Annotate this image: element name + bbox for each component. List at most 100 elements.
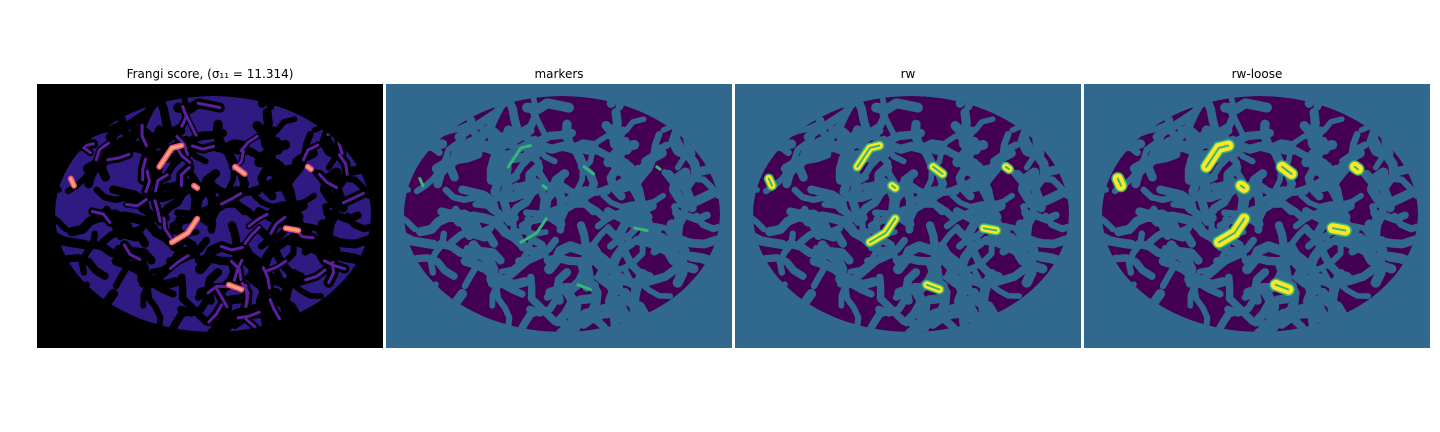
marker — [541, 184, 548, 190]
background-gap — [177, 296, 211, 317]
background-gap — [629, 141, 671, 188]
background-gap — [1327, 141, 1369, 188]
vessel-peak — [306, 165, 313, 171]
background-gap — [1125, 230, 1146, 276]
vessel-response — [196, 101, 222, 110]
background-gap — [1366, 167, 1389, 204]
background-gap — [251, 192, 318, 210]
background-gap — [842, 270, 864, 332]
marker — [418, 177, 425, 188]
background-gap — [571, 278, 602, 332]
segment-core — [1217, 217, 1246, 244]
vessel-response — [153, 199, 162, 223]
background-gap — [809, 256, 879, 290]
background-gap — [78, 230, 99, 276]
background-gap — [1150, 205, 1187, 242]
marker — [506, 144, 532, 169]
background-gap — [526, 296, 560, 317]
background-gap — [178, 273, 210, 326]
vessel-peak — [192, 184, 199, 190]
background-gap — [678, 220, 720, 249]
background-gap — [1134, 239, 1203, 265]
background-gap — [607, 238, 637, 293]
background-gap — [1242, 241, 1295, 275]
vessel-response — [185, 114, 198, 137]
background-gap — [273, 267, 325, 299]
marker — [576, 283, 592, 291]
background-gap — [593, 274, 628, 298]
background-gap — [527, 273, 559, 326]
vessel-response — [318, 172, 338, 190]
background-gap — [1220, 98, 1272, 115]
markers-image — [386, 84, 732, 348]
background-gap — [668, 126, 701, 180]
background-gap — [544, 241, 597, 275]
segment-core — [767, 177, 773, 187]
background-gap — [427, 230, 448, 276]
background-gap — [1102, 212, 1137, 250]
background-gap — [1241, 282, 1279, 301]
marker — [519, 217, 548, 244]
segment-core — [1116, 177, 1122, 187]
segment-core — [1281, 165, 1293, 175]
background-gap — [1310, 240, 1344, 275]
background-gap — [938, 241, 991, 293]
background-gap — [452, 205, 489, 242]
background-gap — [892, 282, 930, 301]
vessel-response — [243, 225, 261, 245]
background-gap — [920, 278, 951, 332]
background-gap — [493, 270, 515, 332]
vessel-response — [94, 141, 110, 162]
vessel-response — [302, 143, 320, 162]
vessel-response — [106, 152, 131, 162]
background-gap — [776, 230, 797, 276]
background-gap — [666, 203, 682, 261]
background-gap — [260, 317, 278, 332]
background-gap — [496, 162, 544, 203]
vessel-response — [232, 258, 244, 282]
vessel-peak — [157, 144, 183, 169]
background-gap — [1015, 203, 1031, 261]
background-gap — [404, 209, 418, 233]
background-gap — [1271, 141, 1325, 175]
marker — [655, 165, 662, 171]
vessel-response — [337, 153, 349, 176]
marker — [633, 226, 649, 232]
background-gap — [522, 98, 574, 115]
background-gap — [454, 109, 500, 142]
vessel-peak — [69, 177, 76, 188]
background-gap — [785, 239, 854, 265]
vessel-response — [140, 123, 148, 148]
background-gap — [753, 209, 767, 233]
segment-core — [1274, 283, 1290, 291]
background-gap — [612, 240, 646, 275]
background-gap — [803, 109, 849, 142]
vessel-response — [123, 243, 142, 261]
vessel-response — [239, 134, 259, 153]
background-gap — [541, 169, 570, 229]
segment-core — [1205, 144, 1230, 168]
background-gap — [1185, 280, 1224, 298]
background-gap — [1224, 296, 1258, 317]
background-gap — [961, 240, 995, 275]
background-gap — [319, 167, 342, 204]
background-gap — [138, 280, 177, 298]
background-gap — [55, 209, 69, 233]
vessel-response — [304, 268, 327, 282]
vessel-response — [261, 266, 271, 290]
background-gap — [956, 238, 986, 293]
segment-core — [891, 184, 897, 189]
background-gap — [1279, 250, 1307, 285]
background-gap — [103, 205, 140, 242]
background-gap — [172, 128, 227, 161]
tissue-region — [1102, 96, 1418, 332]
background-gap — [329, 220, 371, 249]
vessel-response — [244, 317, 262, 332]
background-gap — [1249, 282, 1280, 332]
background-gap — [144, 270, 166, 332]
background-gap — [1376, 220, 1418, 249]
background-gap — [971, 267, 1023, 299]
vessel-response — [124, 198, 148, 208]
background-gap — [782, 149, 832, 189]
background-gap — [1248, 181, 1309, 197]
